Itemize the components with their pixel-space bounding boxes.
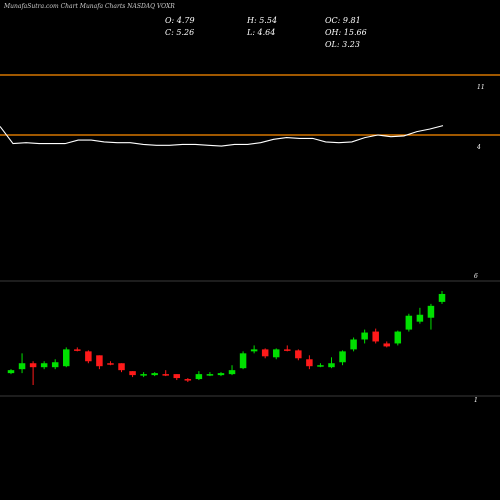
high-value: H: 5.54 [247,16,278,25]
candle [85,350,92,364]
candle [96,355,103,370]
candle-body [151,373,158,376]
candle [350,337,357,352]
candle-body [18,363,26,370]
candle-body [261,349,269,357]
candle [272,348,280,360]
candle [18,353,26,374]
candle [118,363,125,373]
candle [63,347,70,368]
candle-body [162,374,169,376]
price-tick-label: 1 [474,397,478,404]
candle [394,330,402,346]
candle [129,371,136,378]
candle [206,372,214,377]
candle [295,349,302,361]
candle-body [416,314,424,322]
candle-body [383,343,390,347]
indicator-line [0,125,444,147]
candle [427,303,435,330]
candle-body [74,349,81,351]
candle-body [96,355,103,367]
candle [328,357,335,369]
candle [339,350,346,366]
candle [228,365,236,376]
candle [416,307,424,324]
candle-body [228,370,236,375]
candle [107,361,114,366]
candle [74,347,81,352]
candle [195,371,203,381]
candle [151,372,158,377]
candle [40,361,48,370]
candle [173,374,181,381]
candle [51,359,59,370]
candle [361,329,368,344]
candle [140,372,147,378]
candle-body [63,349,70,367]
candle-body [284,349,291,351]
candle-body [107,363,114,365]
candle-body [173,374,181,379]
candle [184,378,192,383]
candle [162,370,169,377]
low-value: L: 4.64 [247,28,276,37]
indicator-panel: 11 4 [0,74,500,151]
candle-body [51,362,59,368]
candle [239,351,247,370]
candle-body [438,293,446,302]
candle [284,345,291,352]
candle [438,291,446,304]
candle [405,313,413,332]
candle [372,328,379,344]
candle-body [405,315,413,330]
open-value: O: 4.79 [165,16,195,25]
candle-body [129,371,136,376]
candle-body [118,363,125,371]
candle [317,363,324,368]
price-tick-label: 6 [474,273,478,280]
candle-body [206,374,214,376]
open-low-pct: OL: 3.23 [325,40,360,49]
open-high-pct: OH: 15.66 [325,28,367,37]
indicator-tick-label: 11 [477,84,485,91]
price-panel: 61 [0,273,500,404]
open-close-pct: OC: 9.81 [325,16,361,25]
candle-body [140,374,147,376]
candle-body [317,365,324,367]
candle-body [184,379,192,381]
close-value: C: 5.26 [165,28,195,37]
candle [217,372,225,377]
candle-body [306,359,313,367]
candle [250,345,258,354]
candle-body [40,363,48,368]
candle-body [195,374,203,380]
watermark: MunafaSutra.com Chart Munafa Charts NASD… [4,3,175,10]
candle-body [361,332,368,340]
candle-body [7,370,15,374]
candle-body [295,350,302,359]
candle-body [250,349,258,352]
candle-body [339,351,346,363]
candle [383,341,390,348]
candle-body [85,351,92,362]
candle-body [350,339,357,350]
candle-body [239,353,247,369]
candle [306,355,313,370]
candle-body [29,363,37,368]
candle [29,361,37,385]
candle-body [372,331,379,342]
candle [261,348,269,359]
candle [7,369,15,375]
indicator-tick-label: 4 [476,144,481,151]
candle-body [272,349,280,358]
candle-body [328,363,335,368]
candle-body [394,331,402,344]
candle-body [217,373,225,376]
candle-body [427,305,435,318]
